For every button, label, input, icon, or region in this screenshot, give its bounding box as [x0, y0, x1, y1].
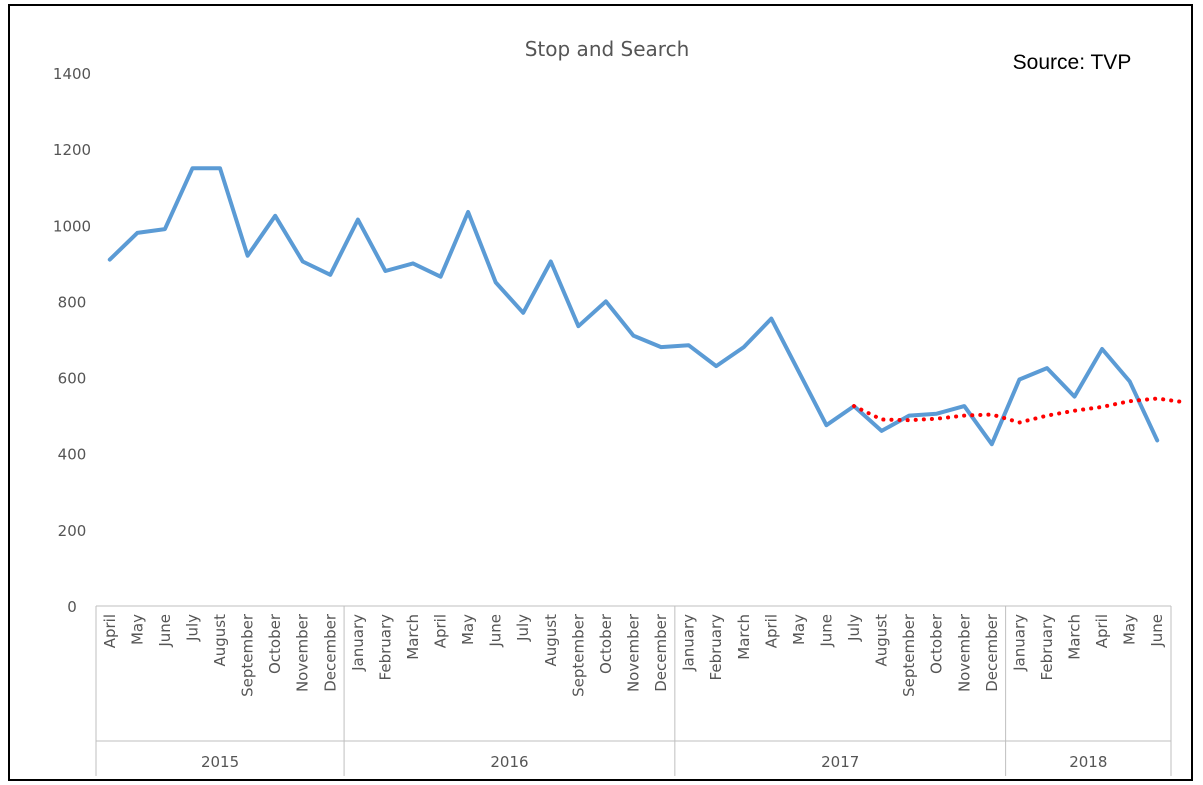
x-tick-label: November	[294, 613, 312, 692]
y-tick-label: 800	[58, 293, 87, 311]
y-tick-label: 600	[58, 370, 87, 388]
x-tick-label: October	[597, 613, 615, 674]
x-tick-label: March	[735, 614, 753, 660]
year-label: 2016	[490, 753, 528, 771]
x-tick-label: February	[1038, 614, 1056, 681]
y-axis: 0 200 400 600 800 1000 1200 1400	[53, 65, 91, 616]
year-label: 2017	[821, 753, 859, 771]
x-tick-label: December	[652, 613, 670, 692]
x-tick-label: October	[928, 613, 946, 674]
x-tick-label: September	[900, 613, 918, 697]
x-tick-label: May	[1121, 614, 1139, 645]
x-tick-label: February	[376, 614, 394, 681]
x-tick-label: December	[321, 613, 339, 692]
y-tick-label: 200	[58, 522, 87, 540]
x-tick-label: September	[569, 613, 587, 697]
x-tick-label: September	[239, 613, 257, 697]
y-tick-label: 400	[58, 446, 87, 464]
x-tick-label: April	[762, 614, 780, 648]
x-tick-label: July	[514, 614, 532, 642]
x-tick-label: August	[211, 614, 229, 667]
x-tick-label: June	[1148, 614, 1166, 648]
chart-frame: Stop and Search Source: TVP 0 200 400 600 80…	[8, 4, 1193, 781]
x-tick-label: May	[790, 614, 808, 645]
x-tick-label: January	[349, 614, 367, 672]
x-tick-label: February	[707, 614, 725, 681]
x-tick-label: July	[183, 614, 201, 642]
y-tick-label: 1200	[53, 141, 91, 159]
x-tick-label: April	[1093, 614, 1111, 648]
x-tick-label: August	[542, 614, 560, 667]
x-tick-label: January	[1010, 614, 1028, 672]
x-tick-label: March	[1066, 614, 1084, 660]
year-label: 2015	[201, 753, 239, 771]
x-tick-label: April	[101, 614, 119, 648]
line-chart: Stop and Search Source: TVP 0 200 400 600 80…	[53, 37, 1187, 776]
y-tick-label: 0	[67, 598, 77, 616]
x-tick-label: November	[955, 613, 973, 692]
x-tick-label: May	[128, 614, 146, 645]
x-tick-label: March	[404, 614, 422, 660]
x-tick-label: May	[459, 614, 477, 645]
year-label: 2018	[1069, 753, 1107, 771]
y-tick-label: 1400	[53, 65, 91, 83]
x-tick-label: December	[983, 613, 1001, 692]
series-line	[107, 166, 1160, 447]
x-tick-label: January	[680, 614, 698, 672]
x-tick-label: July	[845, 614, 863, 642]
y-tick-label: 1000	[53, 217, 91, 235]
x-tick-label: August	[873, 614, 891, 667]
x-tick-label: June	[156, 614, 174, 648]
x-tick-label: June	[817, 614, 835, 648]
x-tick-label: June	[487, 614, 505, 648]
source-annotation: Source: TVP	[1013, 51, 1132, 74]
x-tick-label: November	[625, 613, 643, 692]
chart-title: Stop and Search	[525, 37, 690, 61]
trend-line	[852, 396, 1187, 425]
x-tick-label: April	[432, 614, 450, 648]
x-axis: April May June July August September October No…	[95, 605, 1172, 776]
series-layer	[107, 166, 1187, 447]
x-tick-label: October	[266, 613, 284, 674]
